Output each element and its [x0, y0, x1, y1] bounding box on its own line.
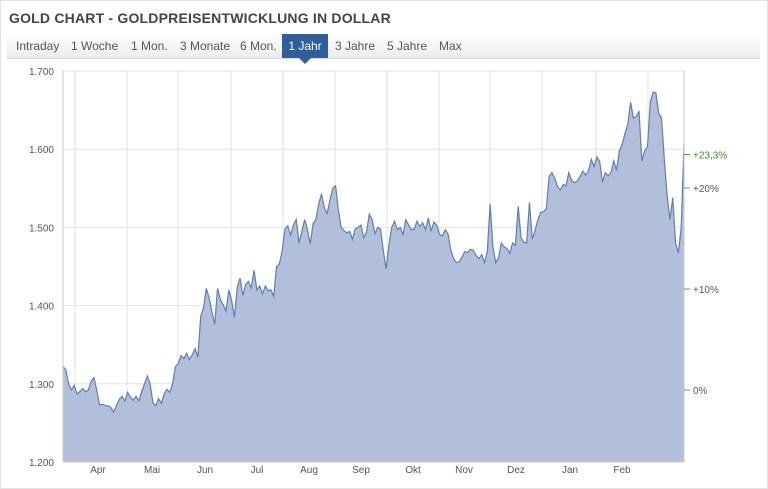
x-tick-label: Feb: [613, 465, 631, 476]
x-tick-label: Dez: [507, 465, 525, 476]
tab-max[interactable]: Max: [439, 39, 462, 53]
timeframe-tabs: Intraday 1 Woche 1 Mon. 3 Monate 6 Mon. …: [7, 34, 760, 64]
right-tick-label: 0%: [693, 386, 708, 397]
y-tick-label: 1.200: [29, 458, 54, 469]
tab-1-jahr[interactable]: 1 Jahr: [282, 34, 328, 64]
y-tick-label: 1.600: [29, 145, 54, 156]
x-tick-label: Nov: [455, 465, 473, 476]
tab-5-jahre[interactable]: 5 Jahre: [387, 39, 428, 53]
x-axis-ticks: Apr Mai Jun Jul Aug Sep Okt Nov Dez Jan Feb: [90, 465, 631, 476]
right-tick-label: +10%: [693, 285, 719, 296]
tab-intraday[interactable]: Intraday: [16, 39, 60, 53]
y-tick-label: 1.400: [29, 302, 54, 313]
y-tick-label: 1.500: [29, 223, 54, 234]
x-tick-label: Okt: [405, 465, 421, 476]
y-tick-label: 1.700: [29, 67, 54, 78]
tab-1-mon[interactable]: 1 Mon.: [131, 39, 168, 53]
tab-6-mon[interactable]: 6 Mon.: [240, 39, 277, 53]
tab-3-jahre[interactable]: 3 Jahre: [335, 39, 376, 53]
x-tick-label: Mai: [144, 465, 160, 476]
y-tick-label: 1.300: [29, 380, 54, 391]
x-tick-label: Jan: [562, 465, 578, 476]
tab-1-woche[interactable]: 1 Woche: [71, 39, 119, 53]
x-tick-label: Apr: [90, 465, 106, 476]
price-line: [62, 91, 685, 414]
right-tick-label: +20%: [693, 184, 719, 195]
right-axis-ticks: +23,3% +20% +10% 0%: [684, 151, 727, 397]
tab-3-monate[interactable]: 3 Monate: [180, 39, 231, 53]
price-area: [63, 92, 684, 463]
right-tick-label: +23,3%: [693, 151, 727, 162]
chart-title: GOLD CHART - GOLDPREISENTWICKLUNG IN DOL…: [9, 10, 391, 26]
x-tick-label: Jul: [251, 465, 264, 476]
x-tick-label: Sep: [352, 465, 370, 476]
x-tick-label: Jun: [197, 465, 213, 476]
x-tick-label: Aug: [300, 465, 318, 476]
y-axis-ticks: 1.700 1.600 1.500 1.400 1.300 1.200: [29, 67, 54, 469]
